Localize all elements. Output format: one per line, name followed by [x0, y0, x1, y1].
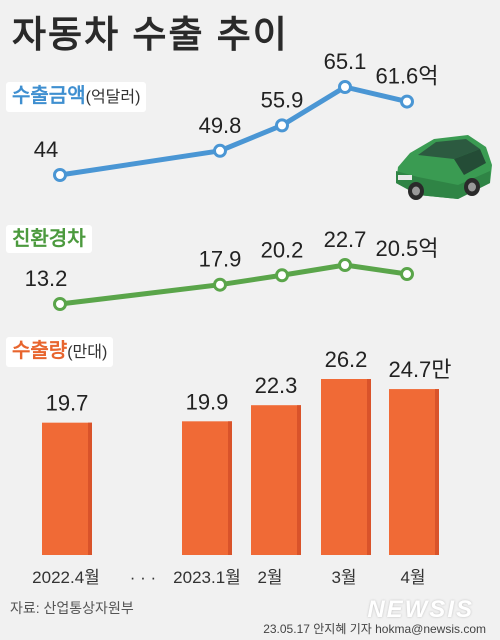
legend-export-volume: 수출량(만대) — [6, 337, 114, 367]
export-amount-value-label: 55.9 — [261, 87, 304, 112]
x-tick-label: 4월 — [400, 568, 425, 587]
export-volume-bar-shade — [297, 405, 301, 555]
export-volume-bar — [182, 421, 232, 555]
export-volume-value-label: 24.7만 — [388, 357, 451, 382]
export-volume-bar-shade — [88, 422, 92, 555]
eco-car-point — [213, 277, 227, 292]
x-tick-label: 2022.4월 — [32, 568, 100, 587]
legend-export-volume-unit: (만대) — [67, 344, 108, 361]
eco-car-value-label: 20.2 — [261, 237, 304, 262]
eco-car-point — [400, 267, 414, 282]
x-tick-label: 3월 — [331, 568, 356, 587]
export-amount-value-label: 65.1 — [324, 49, 367, 74]
export-amount-point — [400, 94, 414, 109]
x-tick-label: 2023.1월 — [173, 568, 241, 587]
source-note: 자료: 산업통상자원부 — [10, 600, 134, 616]
credit-line: 23.05.17 안지혜 기자 hokma@newsis.com — [263, 622, 486, 636]
legend-export-volume-label: 수출량 — [12, 340, 68, 362]
eco-car-point — [338, 258, 352, 272]
export-volume-bar — [321, 379, 371, 555]
eco-car-value-label: 13.2 — [25, 266, 68, 291]
export-amount-point — [213, 143, 227, 158]
export-amount-value-label: 49.8 — [199, 113, 242, 138]
x-axis-labels: 2022.4월 · · · 2023.1월 2월 3월 4월 — [32, 568, 425, 587]
legend-export-amount-label: 수출금액 — [12, 85, 86, 107]
export-volume-value-label: 19.7 — [46, 391, 89, 416]
x-tick-label: 2월 — [257, 568, 282, 587]
eco-car-value-label: 22.7 — [324, 227, 367, 252]
export-amount-point — [53, 168, 67, 182]
export-volume-bar-shade — [435, 389, 439, 555]
export-amount-point — [338, 80, 352, 94]
legend-export-amount: 수출금액(억달러) — [6, 82, 147, 112]
x-tick-label: · · · — [130, 568, 156, 587]
export-amount-value-label: 44 — [34, 137, 58, 162]
legend-eco-car: 친환경차 — [6, 225, 92, 253]
eco-car-point — [53, 297, 67, 311]
eco-car-value-label: 17.9 — [199, 247, 242, 272]
legend-export-amount-unit: (억달러) — [85, 89, 141, 106]
export-volume-bar-shade — [228, 421, 232, 555]
export-volume-bar-shade — [367, 379, 371, 555]
export-volume-value-label: 26.2 — [325, 347, 368, 372]
page-title: 자동차 수출 추이 — [12, 14, 289, 55]
export-volume-value-label: 19.9 — [186, 389, 229, 414]
eco-car-value-label: 20.5억 — [375, 236, 438, 261]
export-volume-bar — [251, 405, 301, 555]
newsis-logo: NEWSIS — [367, 596, 474, 623]
export-amount-value-label: 61.6억 — [375, 64, 438, 89]
export-amount-series: 44 49.8 55.9 65.1 61.6억 — [34, 49, 439, 182]
export-volume-bar — [42, 422, 92, 555]
eco-car-point — [275, 268, 289, 283]
legend-eco-car-label: 친환경차 — [12, 228, 86, 250]
eco-car-series: 13.2 17.9 20.2 22.7 20.5억 — [25, 227, 439, 311]
export-volume-bar — [389, 389, 439, 555]
car-icon — [396, 135, 492, 200]
export-volume-value-label: 22.3 — [255, 373, 298, 398]
export-amount-point — [275, 118, 289, 133]
export-volume-series: 19.7 19.9 22.3 26.2 24.7만 — [42, 347, 452, 555]
